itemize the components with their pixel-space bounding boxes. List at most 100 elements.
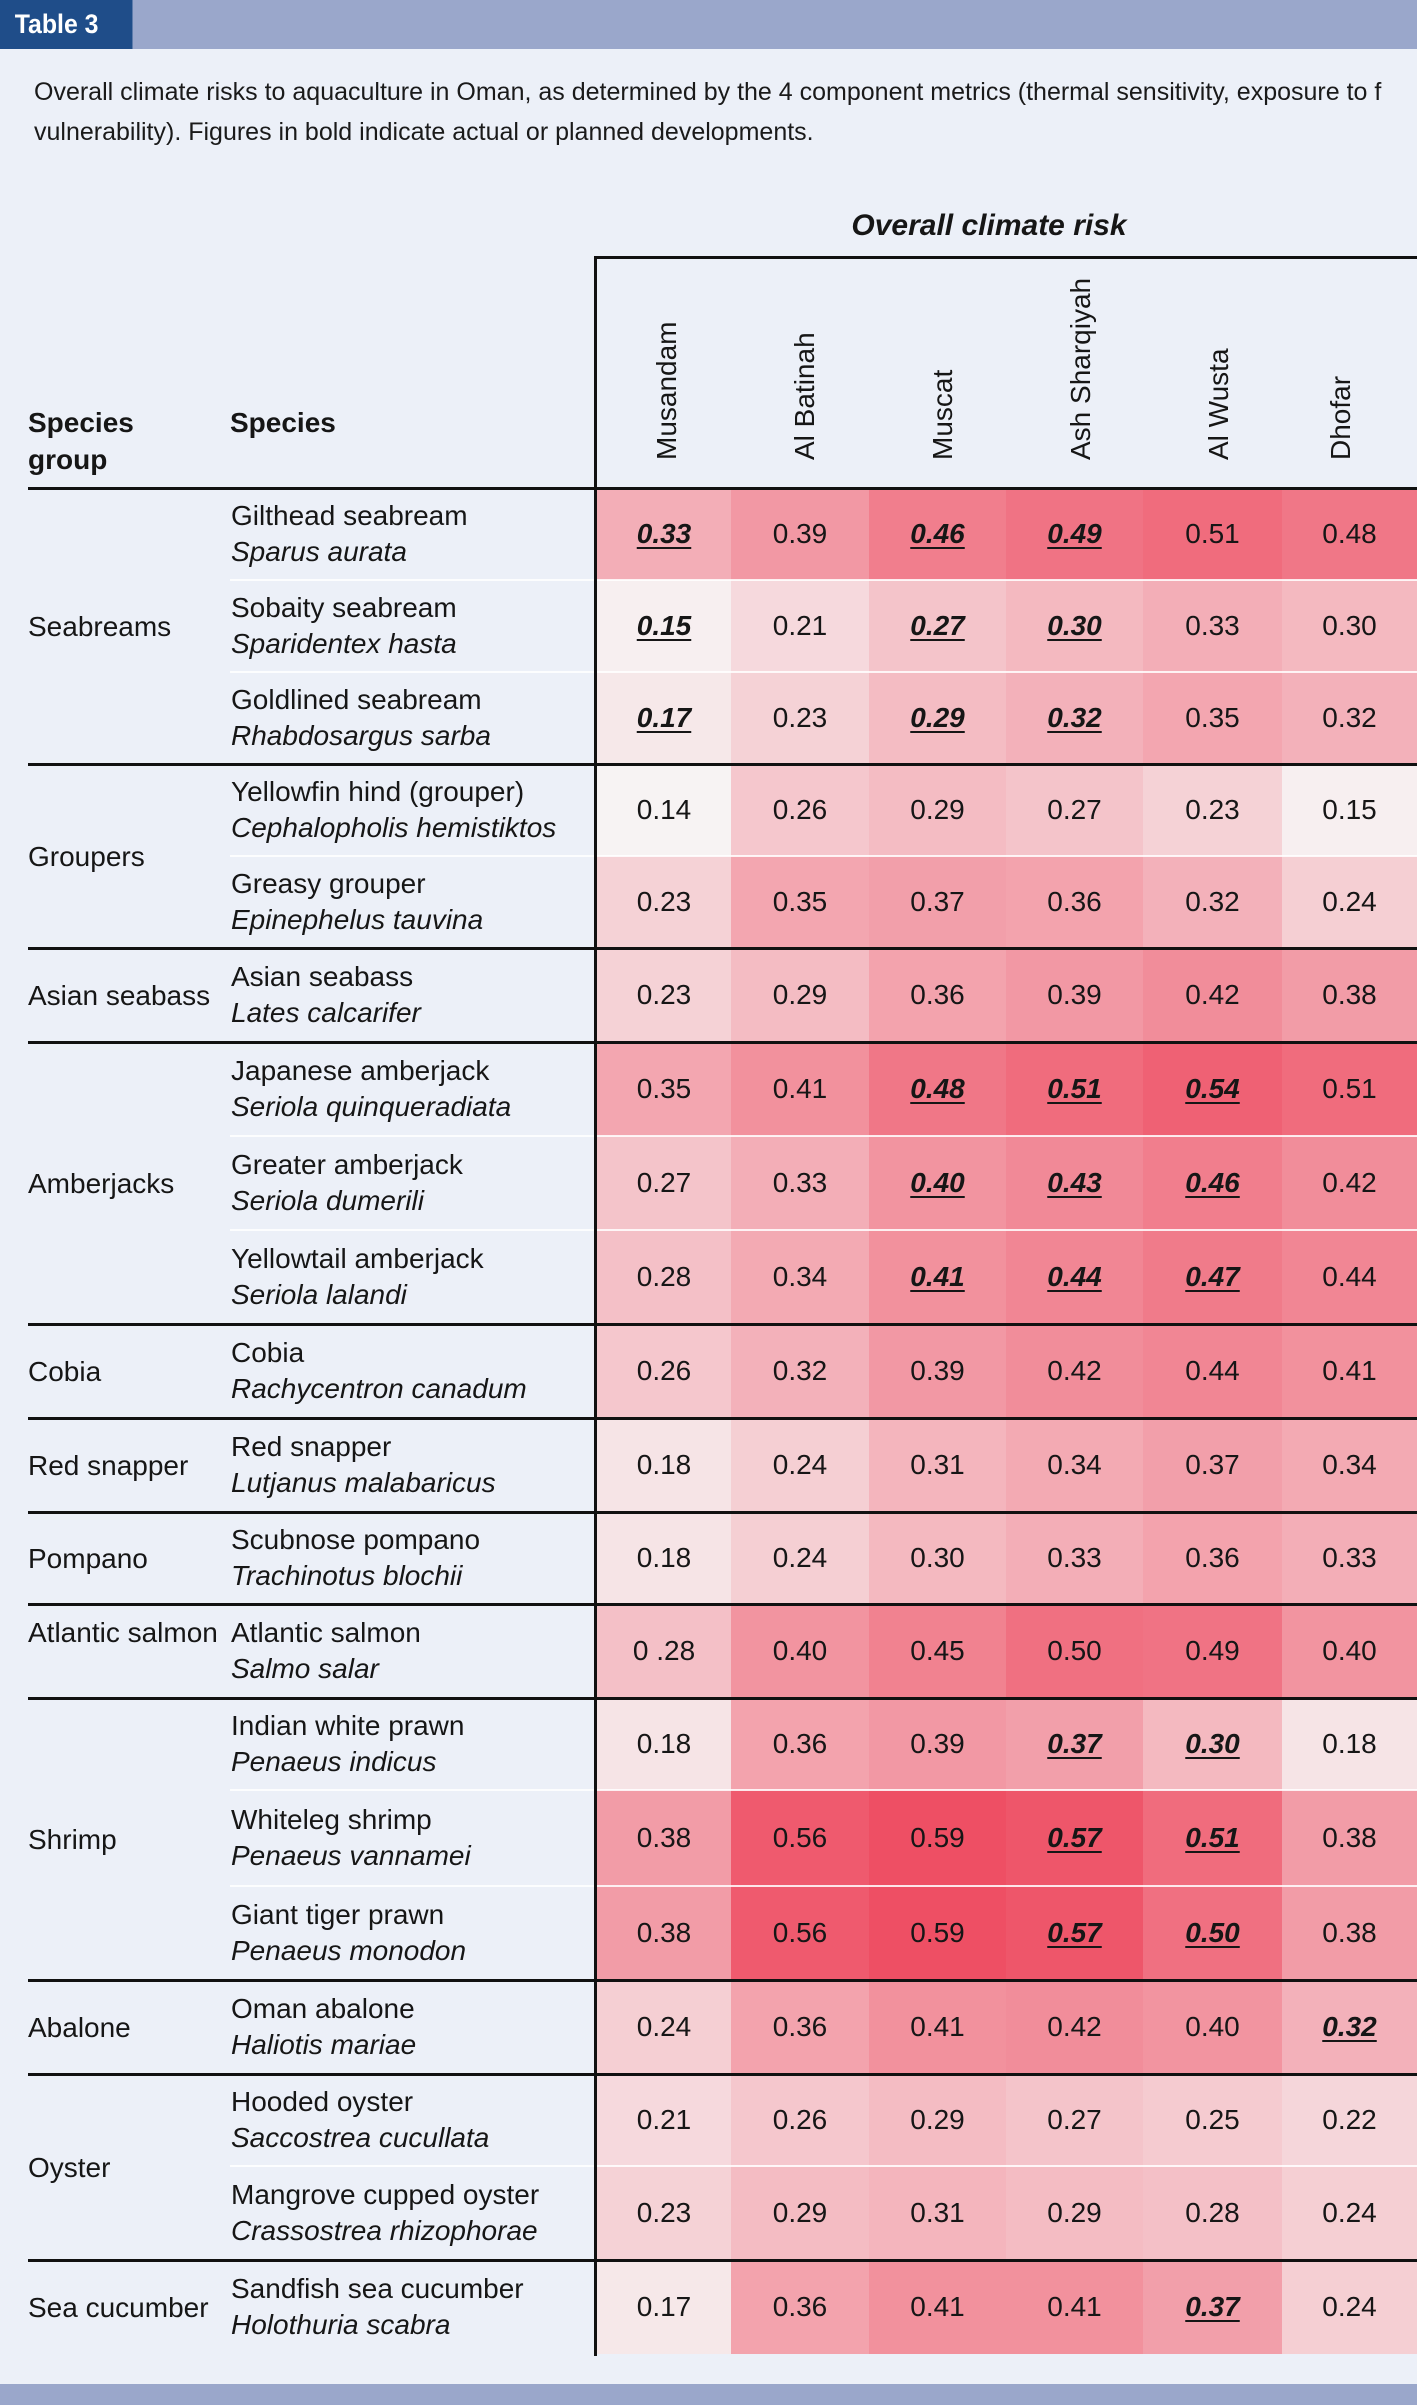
common-name: Japanese amberjack — [231, 1055, 490, 1086]
risk-cell: 0.36 — [869, 948, 1006, 1042]
risk-cell: 0.37 — [1143, 1418, 1282, 1512]
common-name: Sobaity seabream — [231, 592, 457, 623]
risk-cell: 0.35 — [731, 856, 869, 948]
table-row: 0.14 0.26 0.29 0.27 0.23 0.15 Yellowfin hind (… — [0, 764, 1417, 856]
row-separator — [230, 671, 1417, 673]
species-group-label: Asian seabass — [28, 980, 211, 1011]
risk-cell: 0.30 — [1143, 1698, 1282, 1790]
table-row: 0.38 0.56 0.59 0.57 0.50 0.38 Giant tiger praw… — [0, 1886, 1417, 1980]
risk-cell: 0.27 — [1006, 2074, 1143, 2166]
species-group-label: Seabreams — [28, 611, 172, 642]
table-row: 0.24 0.36 0.41 0.42 0.40 0.32 Oman abalone Hali… — [0, 1980, 1417, 2074]
species-name: Oman abalone Haliotis mariae — [231, 1991, 416, 2063]
risk-cell: 0.27 — [597, 1136, 731, 1230]
risk-cell: 0.41 — [869, 1230, 1006, 1324]
risk-cell: 0.44 — [1143, 1324, 1282, 1418]
risk-cell: 0.29 — [731, 948, 869, 1042]
risk-cell: 0.36 — [731, 1698, 869, 1790]
species-group-label: Pompano — [28, 1543, 148, 1574]
risk-cell: 0.43 — [1006, 1136, 1143, 1230]
risk-cell: 0.41 — [869, 2260, 1006, 2354]
risk-cell: 0.23 — [597, 948, 731, 1042]
risk-cell: 0.35 — [1143, 672, 1282, 764]
risk-cell: 0.27 — [869, 580, 1006, 672]
risk-cell: 0.40 — [731, 1604, 869, 1698]
scientific-name: Crassostrea rhizophorae — [231, 2215, 538, 2246]
risk-cell: 0.15 — [1282, 764, 1417, 856]
risk-cell: 0.42 — [1143, 948, 1282, 1042]
group-separator — [28, 1979, 1417, 1982]
risk-cell: 0.40 — [1282, 1604, 1417, 1698]
group-separator — [28, 947, 1417, 950]
risk-cell: 0.33 — [731, 1136, 869, 1230]
risk-cell: 0.33 — [1143, 580, 1282, 672]
scientific-name: Penaeus indicus — [231, 1746, 437, 1777]
group-separator — [28, 1323, 1417, 1326]
species-name: Sobaity seabream Sparidentex hasta — [231, 590, 457, 662]
table-row: 0.26 0.32 0.39 0.42 0.44 0.41 Cobia Rachycentro… — [0, 1324, 1417, 1418]
risk-cell: 0.59 — [869, 1886, 1006, 1980]
risk-cell: 0.48 — [1282, 488, 1417, 580]
table-row: 0.23 0.29 0.36 0.39 0.42 0.38 Asian seabass Lat… — [0, 948, 1417, 1042]
scientific-name: Saccostrea cucullata — [231, 2122, 490, 2153]
risk-cell: 0.14 — [597, 764, 731, 856]
table-row: 0.23 0.35 0.37 0.36 0.32 0.24 Greasy grouper Ep… — [0, 856, 1417, 948]
table-row: 0.23 0.29 0.31 0.29 0.28 0.24 Mangrove cupped … — [0, 2166, 1417, 2260]
species-name: Mangrove cupped oyster Crassostrea rhizop… — [231, 2177, 539, 2249]
table-row: 0.27 0.33 0.40 0.43 0.46 0.42 Greater amberjac… — [0, 1136, 1417, 1230]
group-separator — [28, 1511, 1417, 1514]
header-species-group: Species group — [28, 407, 134, 475]
risk-cell: 0.26 — [731, 2074, 869, 2166]
scientific-name: Seriola quinqueradiata — [231, 1091, 512, 1122]
risk-cell: 0.33 — [597, 488, 731, 580]
risk-cell: 0.41 — [731, 1042, 869, 1136]
table-caption: Overall climate risks to aquaculture in … — [34, 72, 1417, 152]
risk-cell: 0.18 — [597, 1512, 731, 1604]
risk-cell: 0.33 — [1006, 1512, 1143, 1604]
risk-cell: 0.46 — [869, 488, 1006, 580]
table-header: Overall climate risk Musandam Al Batinah… — [0, 198, 1417, 490]
top-band — [0, 0, 1417, 49]
risk-cell: 0.50 — [1006, 1604, 1143, 1698]
group-separator — [28, 487, 1417, 490]
risk-cell: 0.37 — [1143, 2260, 1282, 2354]
risk-cell: 0.34 — [731, 1230, 869, 1324]
risk-cell: 0.39 — [869, 1698, 1006, 1790]
common-name: Atlantic salmon — [231, 1617, 421, 1648]
risk-cell: 0.46 — [1143, 1136, 1282, 1230]
risk-cell: 0.44 — [1006, 1230, 1143, 1324]
risk-cell: 0.29 — [869, 2074, 1006, 2166]
risk-cell: 0.39 — [1006, 948, 1143, 1042]
common-name: Yellowfin hind (grouper) — [231, 776, 525, 807]
row-separator — [230, 1229, 1417, 1231]
risk-cell: 0.23 — [1143, 764, 1282, 856]
species-name: Gilthead seabream Sparus aurata — [231, 498, 468, 570]
species-name: Japanese amberjack Seriola quinqueradiata — [231, 1053, 511, 1125]
risk-cell: 0.32 — [1143, 856, 1282, 948]
risk-cell: 0.36 — [731, 2260, 869, 2354]
common-name: Greasy grouper — [231, 868, 426, 899]
species-name: Hooded oyster Saccostrea cucullata — [231, 2084, 489, 2156]
risk-cell: 0.21 — [731, 580, 869, 672]
risk-cell: 0.40 — [869, 1136, 1006, 1230]
risk-cell: 0.54 — [1143, 1042, 1282, 1136]
common-name: Sandfish sea cucumber — [231, 2273, 524, 2304]
species-name: Greater amberjack Seriola dumerili — [231, 1147, 463, 1219]
species-name: Sandfish sea cucumber Holothuria scabra — [231, 2271, 524, 2343]
species-group-label: Sea cucumber — [28, 2292, 209, 2323]
risk-cell: 0.40 — [1143, 1980, 1282, 2074]
common-name: Hooded oyster — [231, 2086, 414, 2117]
scientific-name: Rachycentron canadum — [231, 1373, 527, 1404]
risk-cell: 0.56 — [731, 1790, 869, 1886]
species-group-label: Oyster — [28, 2152, 111, 2183]
risk-cell: 0.33 — [1282, 1512, 1417, 1604]
risk-cell: 0.57 — [1006, 1790, 1143, 1886]
risk-cell: 0.36 — [731, 1980, 869, 2074]
group-separator — [28, 2073, 1417, 2076]
risk-cell: 0.17 — [597, 672, 731, 764]
risk-cell: 0.25 — [1143, 2074, 1282, 2166]
col-head-al-wusta: Al Wusta — [1203, 348, 1234, 460]
risk-cell: 0.30 — [1006, 580, 1143, 672]
species-name: Yellowfin hind (grouper) Cephalopholis he… — [231, 774, 556, 846]
risk-cell: 0.38 — [1282, 1886, 1417, 1980]
